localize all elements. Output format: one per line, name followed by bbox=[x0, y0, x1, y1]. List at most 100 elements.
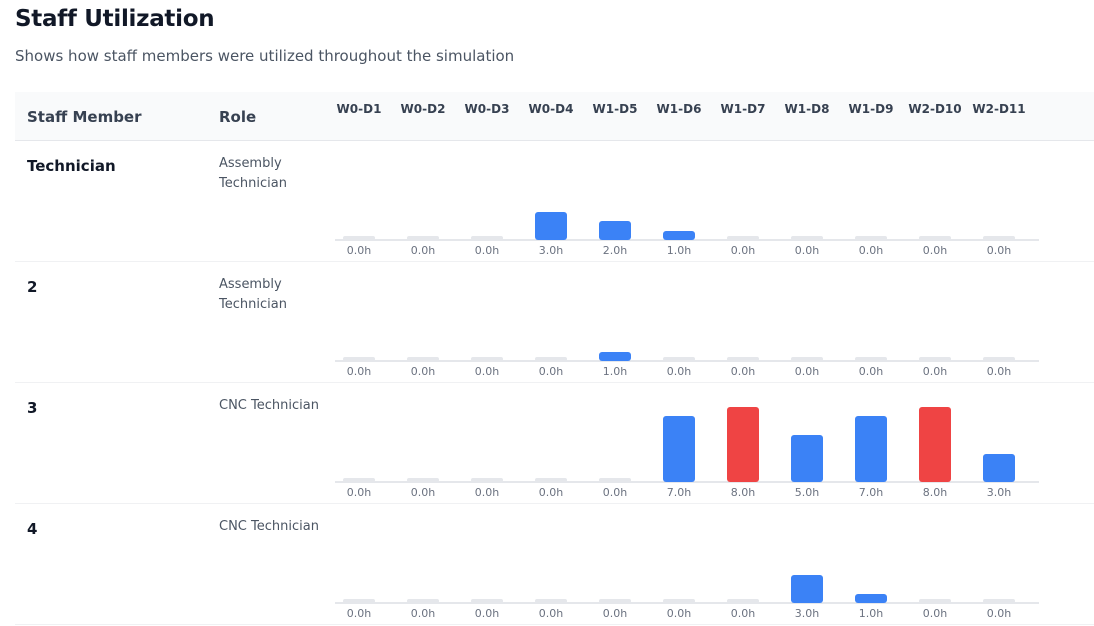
utilization-bar[interactable] bbox=[407, 357, 439, 361]
utilization-bar[interactable] bbox=[791, 236, 823, 240]
staff-row: 3 CNC Technician 0.0h 0.0h 0.0h 0.0h 0.0h 7.0h 8… bbox=[15, 383, 1094, 504]
chart-baseline bbox=[335, 481, 1039, 483]
bar-value-label: 8.0h bbox=[730, 486, 756, 499]
day-header: W0-D4 bbox=[528, 102, 574, 116]
staff-name: 4 bbox=[27, 520, 38, 538]
utilization-bar[interactable] bbox=[983, 599, 1015, 603]
staff-role: Assembly Technician bbox=[219, 156, 287, 191]
bar-value-label: 0.0h bbox=[922, 244, 948, 257]
utilization-bar[interactable] bbox=[727, 599, 759, 603]
utilization-bar[interactable] bbox=[535, 599, 567, 603]
bar-value-label: 7.0h bbox=[666, 486, 692, 499]
utilization-bar[interactable] bbox=[983, 453, 1015, 482]
utilization-bar[interactable] bbox=[663, 416, 695, 482]
bar-value-label: 0.0h bbox=[858, 365, 884, 378]
utilization-bar[interactable] bbox=[471, 478, 503, 482]
bar-value-label: 1.0h bbox=[666, 244, 692, 257]
bar-value-label: 0.0h bbox=[666, 607, 692, 620]
utilization-bar[interactable] bbox=[663, 230, 695, 240]
utilization-bar[interactable] bbox=[343, 599, 375, 603]
staff-role: CNC Technician bbox=[219, 398, 319, 413]
bar-value-label: 1.0h bbox=[858, 607, 884, 620]
utilization-bar[interactable] bbox=[663, 599, 695, 603]
utilization-bar[interactable] bbox=[343, 478, 375, 482]
utilization-bar[interactable] bbox=[919, 357, 951, 361]
bar-value-label: 3.0h bbox=[794, 607, 820, 620]
utilization-bar[interactable] bbox=[791, 435, 823, 482]
bar-value-label: 0.0h bbox=[986, 365, 1012, 378]
staff-row: Technician Assembly Technician 0.0h 0.0h 0.0… bbox=[15, 141, 1094, 262]
bar-value-label: 0.0h bbox=[346, 607, 372, 620]
utilization-bar[interactable] bbox=[919, 407, 951, 482]
table-header: Staff Member Role W0-D1 W0-D2 W0-D3 W0-D4 W1… bbox=[15, 92, 1094, 141]
bar-value-label: 0.0h bbox=[410, 365, 436, 378]
bar-value-label: 0.0h bbox=[410, 244, 436, 257]
bar-value-label: 0.0h bbox=[538, 607, 564, 620]
utilization-bar[interactable] bbox=[471, 236, 503, 240]
utilization-bar[interactable] bbox=[407, 478, 439, 482]
utilization-bar[interactable] bbox=[663, 357, 695, 361]
bar-value-label: 0.0h bbox=[346, 486, 372, 499]
staff-name: 3 bbox=[27, 399, 38, 417]
bar-value-label: 3.0h bbox=[538, 244, 564, 257]
page-subtitle: Shows how staff members were utilized th… bbox=[15, 47, 515, 65]
bar-value-label: 0.0h bbox=[922, 365, 948, 378]
bar-value-label: 0.0h bbox=[794, 365, 820, 378]
bar-value-label: 0.0h bbox=[794, 244, 820, 257]
day-header: W0-D3 bbox=[464, 102, 510, 116]
page-title: Staff Utilization bbox=[15, 6, 215, 32]
bar-value-label: 0.0h bbox=[474, 607, 500, 620]
utilization-bar[interactable] bbox=[535, 478, 567, 482]
utilization-bar[interactable] bbox=[855, 357, 887, 361]
utilization-bar[interactable] bbox=[727, 357, 759, 361]
utilization-bar[interactable] bbox=[983, 357, 1015, 361]
utilization-bar[interactable] bbox=[407, 236, 439, 240]
utilization-bar[interactable] bbox=[471, 599, 503, 603]
bar-value-label: 0.0h bbox=[922, 607, 948, 620]
bar-value-label: 0.0h bbox=[730, 365, 756, 378]
header-staff-member: Staff Member bbox=[27, 108, 142, 126]
bar-value-label: 0.0h bbox=[410, 486, 436, 499]
bar-value-label: 0.0h bbox=[986, 607, 1012, 620]
staff-role: Assembly Technician bbox=[219, 277, 287, 312]
chart-baseline bbox=[335, 360, 1039, 362]
utilization-bar[interactable] bbox=[407, 599, 439, 603]
utilization-bar[interactable] bbox=[855, 416, 887, 482]
day-header: W0-D1 bbox=[336, 102, 382, 116]
bar-value-label: 2.0h bbox=[602, 244, 628, 257]
bar-value-label: 0.0h bbox=[474, 365, 500, 378]
day-header: W1-D9 bbox=[848, 102, 894, 116]
utilization-bar[interactable] bbox=[343, 236, 375, 240]
utilization-bar[interactable] bbox=[727, 236, 759, 240]
utilization-bar[interactable] bbox=[535, 211, 567, 240]
bar-value-label: 8.0h bbox=[922, 486, 948, 499]
bar-value-label: 3.0h bbox=[986, 486, 1012, 499]
utilization-bar[interactable] bbox=[471, 357, 503, 361]
day-header: W2-D11 bbox=[972, 102, 1026, 116]
day-header: W1-D5 bbox=[592, 102, 638, 116]
bar-value-label: 0.0h bbox=[538, 365, 564, 378]
day-header: W2-D10 bbox=[908, 102, 962, 116]
header-role: Role bbox=[219, 108, 257, 126]
chart-baseline bbox=[335, 239, 1039, 241]
utilization-bar[interactable] bbox=[791, 574, 823, 603]
utilization-bar[interactable] bbox=[599, 221, 631, 240]
bar-value-label: 0.0h bbox=[538, 486, 564, 499]
utilization-bar[interactable] bbox=[535, 357, 567, 361]
utilization-bar[interactable] bbox=[855, 236, 887, 240]
utilization-bar[interactable] bbox=[599, 599, 631, 603]
utilization-bar[interactable] bbox=[855, 593, 887, 603]
utilization-bar[interactable] bbox=[791, 357, 823, 361]
utilization-bar[interactable] bbox=[919, 599, 951, 603]
utilization-bar[interactable] bbox=[727, 407, 759, 482]
utilization-bar[interactable] bbox=[599, 351, 631, 361]
bar-value-label: 0.0h bbox=[666, 365, 692, 378]
staff-row: 4 CNC Technician 0.0h 0.0h 0.0h 0.0h 0.0h 0.0h 0… bbox=[15, 504, 1094, 625]
bar-value-label: 0.0h bbox=[346, 365, 372, 378]
utilization-bar[interactable] bbox=[919, 236, 951, 240]
bar-value-label: 0.0h bbox=[602, 607, 628, 620]
utilization-bar[interactable] bbox=[343, 357, 375, 361]
utilization-bar[interactable] bbox=[599, 478, 631, 482]
staff-name: Technician bbox=[27, 157, 116, 175]
utilization-bar[interactable] bbox=[983, 236, 1015, 240]
